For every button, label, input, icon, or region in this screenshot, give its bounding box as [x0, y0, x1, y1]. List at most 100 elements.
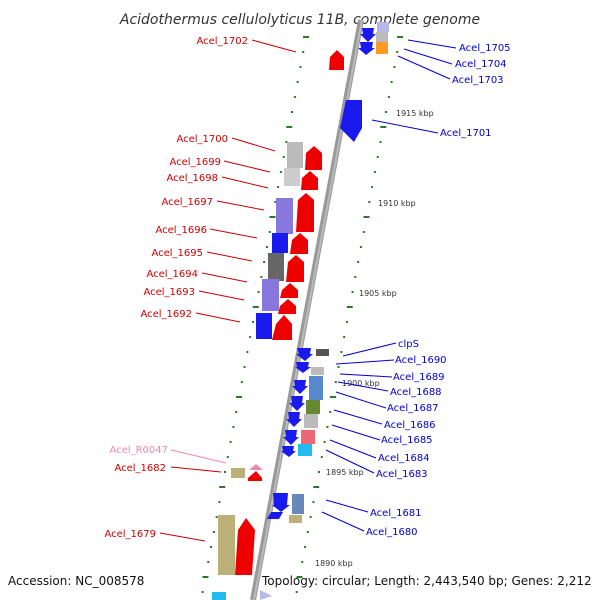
label-acel-1699: Acel_1699 [169, 157, 221, 168]
label-clps: clpS [398, 339, 419, 350]
gene-features [212, 22, 389, 600]
gene-acel-1688 [309, 376, 323, 400]
gene-acel-1680 [289, 515, 302, 523]
guide-tick [285, 141, 288, 143]
leader-lines [159, 39, 457, 542]
guide-tick [260, 276, 263, 278]
gene-acel-1687a [289, 396, 305, 411]
gene-acel-1688a [292, 380, 308, 394]
guide-tick [202, 576, 209, 578]
gene-acel-1679 [235, 518, 255, 575]
guide-tick [257, 291, 260, 293]
guide-tick [359, 246, 362, 248]
gene-acel-1690b [295, 362, 311, 373]
guide-tick [232, 426, 235, 428]
guide-tick [357, 261, 360, 263]
gene-acel-1700 [305, 146, 322, 170]
gene-acel-1684b [281, 446, 296, 457]
guide-tick [224, 471, 227, 473]
label-acel-1679: Acel_1679 [104, 529, 156, 540]
guide-tick [385, 111, 388, 113]
gene-acel-1696-blue [272, 233, 288, 253]
gene-acel-1701 [340, 100, 362, 142]
gene-acel-1681b [267, 512, 283, 519]
kbp-label-1890: 1890 kbp [315, 559, 353, 568]
guide-tick [304, 546, 307, 548]
gene-acel-1681 [292, 494, 304, 514]
guide-tick [296, 81, 299, 83]
guide-tick [302, 51, 305, 53]
label-acel-1701: Acel_1701 [440, 128, 492, 139]
guide-tick [235, 396, 242, 398]
guide-tick [279, 171, 282, 173]
gene-acel-1682 [248, 471, 262, 481]
label-acel-1694: Acel_1694 [146, 269, 198, 280]
guide-tick [243, 366, 246, 368]
gene-acel-1697-purple [276, 198, 293, 234]
guide-tick [397, 36, 404, 38]
label-acel-1690: Acel_1690 [395, 355, 447, 366]
label-acel-1687: Acel_1687 [387, 403, 439, 414]
guide-tick [373, 171, 376, 173]
gene-acel-1689 [311, 367, 324, 375]
gene-acel-1684a [283, 430, 299, 445]
guide-tick [363, 216, 370, 218]
guide-tick [274, 201, 277, 203]
gene-acel-1690 [296, 348, 313, 361]
label-acel-1702: Acel_1702 [196, 36, 248, 47]
gene-acel-1692 [272, 315, 292, 340]
gene-clps [316, 349, 329, 356]
guide-tick [291, 111, 294, 113]
guide-tick [387, 96, 390, 98]
label-acel-1681: Acel_1681 [370, 508, 422, 519]
gene-bottom-lavender [260, 590, 272, 600]
kbp-label-1895: 1895 kbp [326, 468, 364, 477]
gene-acel-1679-olive [218, 515, 235, 575]
kbp-label-1905: 1905 kbp [359, 289, 397, 298]
label-acel-1686: Acel_1686 [384, 420, 436, 431]
guide-tick [343, 336, 346, 338]
label-acel-1689: Acel_1689 [393, 372, 445, 383]
gene-acel-1686a [286, 412, 302, 427]
guide-tick [251, 321, 254, 323]
guide-tick [329, 411, 332, 413]
label-acel-1703: Acel_1703 [452, 75, 504, 86]
gene-acel-1692-blue [256, 313, 272, 339]
guide-tick [313, 486, 320, 488]
label-acel-1698: Acel_1698 [166, 173, 218, 184]
guide-tick [303, 36, 310, 38]
guide-tick [218, 501, 221, 503]
guide-tick [296, 576, 303, 578]
gene-acel-1693b [278, 299, 296, 314]
guide-tick [318, 471, 321, 473]
label-acel-r0047: Acel_R0047 [110, 445, 169, 456]
guide-tick [362, 231, 365, 233]
guide-tick [293, 96, 296, 98]
guide-tick [329, 396, 336, 398]
label-acel-1688: Acel_1688 [390, 387, 442, 398]
guide-tick [312, 501, 315, 503]
gene-acel-1693 [280, 283, 298, 298]
guide-tick [240, 381, 243, 383]
guide-tick [235, 411, 238, 413]
gene-acel-1682-olive [231, 468, 245, 478]
gene-acel-1700-gray [287, 142, 303, 168]
label-acel-1705: Acel_1705 [459, 43, 511, 54]
gene-acel-1694-purple [262, 279, 279, 311]
label-acel-1682: Acel_1682 [114, 463, 166, 474]
guide-tick [265, 246, 268, 248]
guide-tick [219, 486, 226, 488]
label-acel-1697: Acel_1697 [161, 197, 213, 208]
guide-tick [229, 441, 232, 443]
gene-acel-1704 [358, 42, 375, 55]
label-acel-1683: Acel_1683 [376, 469, 428, 480]
gene-acel-1685 [301, 430, 315, 444]
guide-tick [263, 261, 266, 263]
gene-acel-1695 [286, 255, 304, 282]
guide-tick [299, 66, 302, 68]
gene-acel-1705 [360, 28, 376, 42]
guide-tick [396, 51, 399, 53]
gene-acel-1702 [329, 50, 344, 70]
label-acel-1693: Acel_1693 [143, 287, 195, 298]
